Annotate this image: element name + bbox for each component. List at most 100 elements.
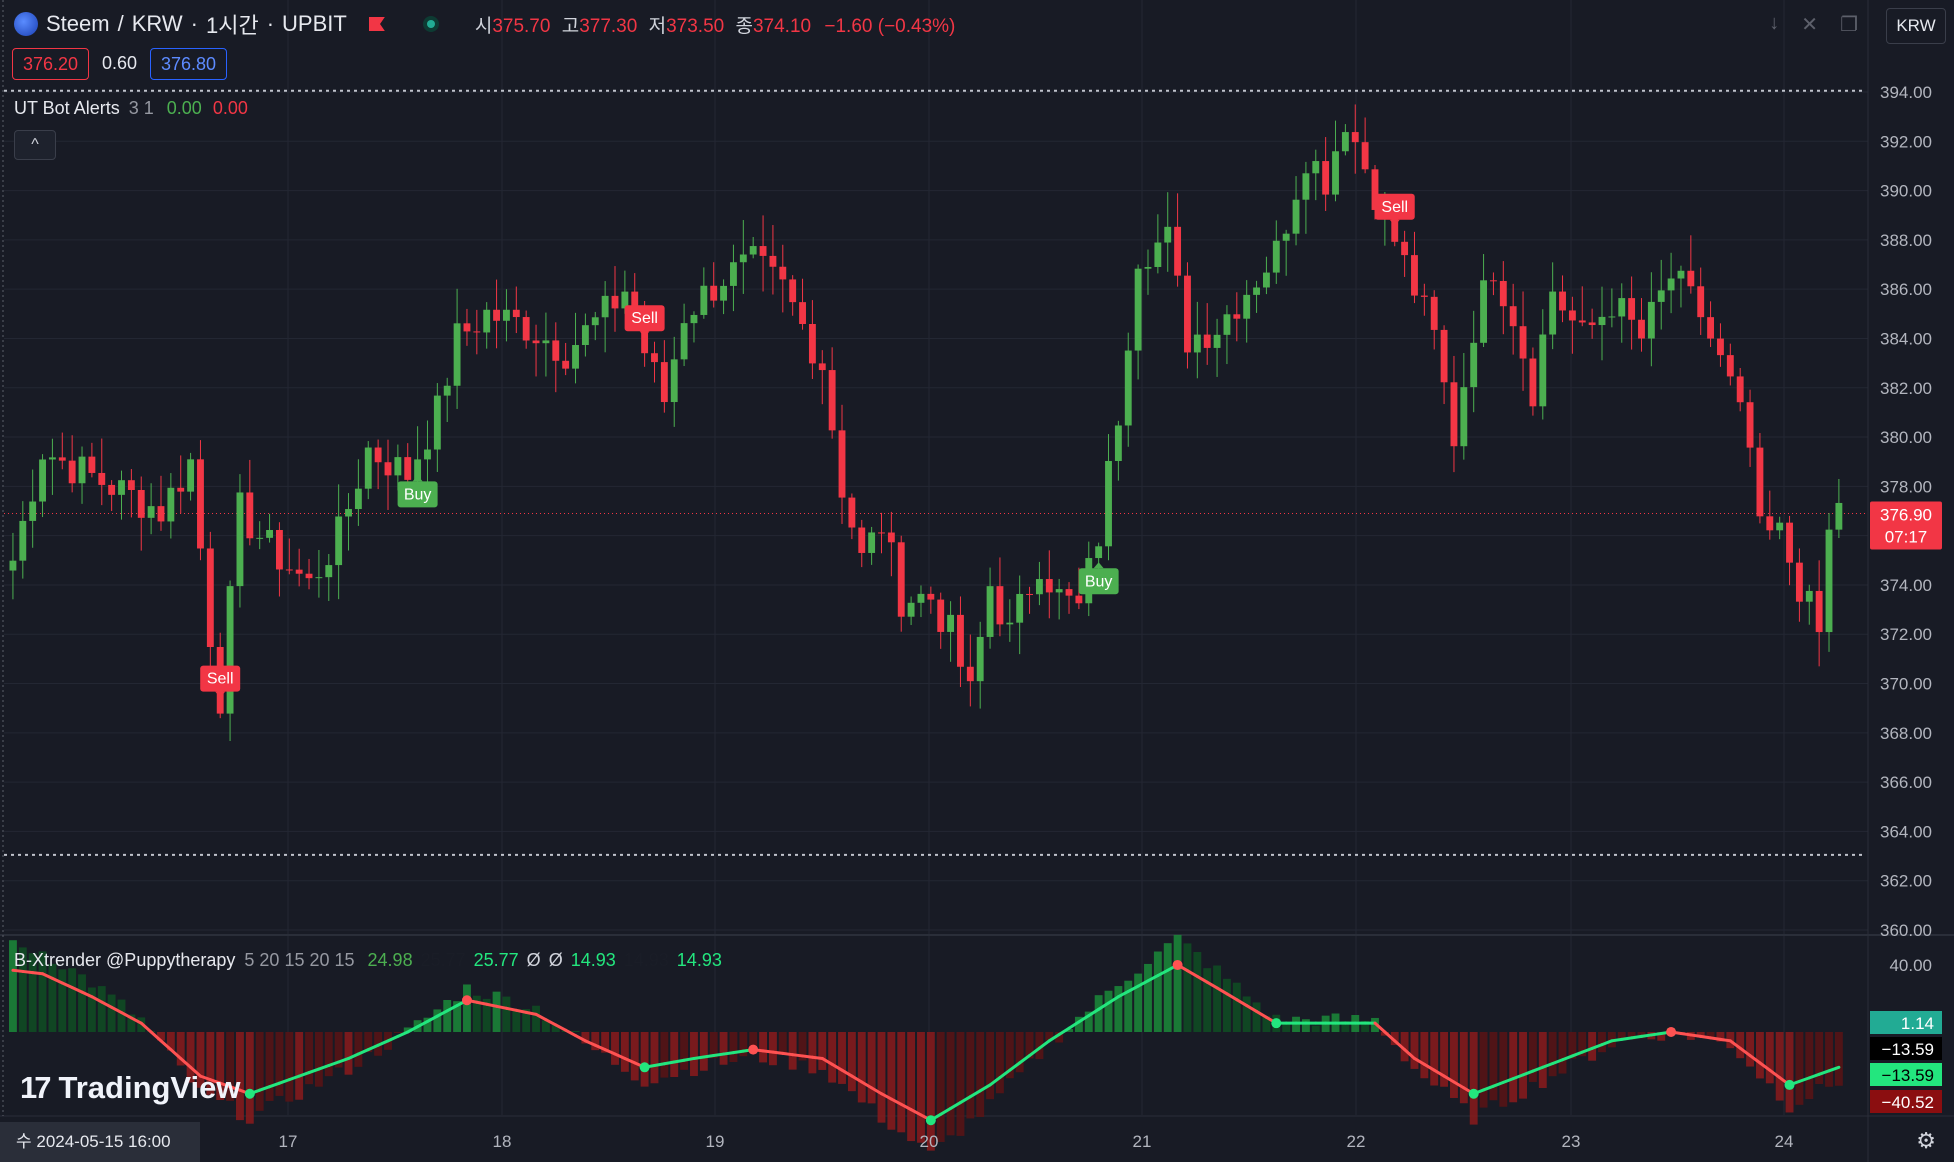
candle: [1440, 325, 1448, 405]
histogram-bar: [719, 1032, 728, 1065]
sell-signal[interactable]: Sell: [200, 665, 241, 698]
candle: [384, 439, 392, 510]
candle: [1193, 301, 1201, 379]
price-axis-label: 386.00: [1880, 280, 1932, 299]
candle: [670, 336, 678, 427]
interval[interactable]: 1시간: [205, 13, 259, 38]
candle: [1805, 584, 1813, 625]
histogram-bar: [1055, 1032, 1064, 1043]
close-icon[interactable]: ✕: [1801, 14, 1819, 36]
bx-value: 24.98: [367, 950, 413, 970]
candle: [680, 303, 688, 367]
histogram-bar: [532, 1005, 540, 1032]
osc-value-tag: [1870, 1011, 1942, 1034]
candle: [463, 308, 471, 346]
histogram-bar: [1765, 1032, 1774, 1084]
candle: [98, 438, 106, 506]
price-axis-label: 384.00: [1880, 329, 1932, 348]
settings-gear-icon[interactable]: ⚙: [1916, 1128, 1936, 1153]
histogram-bar: [1538, 1032, 1547, 1088]
bid-price[interactable]: 376.20: [12, 48, 90, 80]
candle: [1282, 229, 1290, 276]
symbol-header[interactable]: Steem / KRW · 1시간 · UPBIT 시375.70 고377.3…: [14, 8, 955, 40]
histogram-bar: [759, 1032, 767, 1063]
candle: [1430, 290, 1438, 350]
histogram-bar: [788, 1032, 797, 1070]
sell-signal[interactable]: Sell: [624, 305, 665, 338]
histogram-bar: [1301, 1019, 1310, 1032]
histogram-bar: [1035, 1032, 1044, 1060]
candle: [552, 322, 560, 393]
candle: [660, 340, 668, 413]
flag-icon[interactable]: [368, 17, 385, 31]
candle: [157, 475, 165, 531]
candle: [88, 442, 96, 478]
candle: [621, 270, 629, 314]
histogram-bar: [551, 1024, 560, 1032]
candle: [1490, 272, 1497, 296]
histogram-bar: [97, 986, 106, 1032]
bx-signal-line: [11, 959, 1841, 1126]
arrow-down-icon[interactable]: ↓: [1769, 12, 1780, 34]
candle: [581, 313, 589, 357]
candle: [295, 548, 303, 587]
histogram-bar: [966, 1032, 975, 1119]
collapse-legend-button[interactable]: ^: [14, 130, 56, 160]
ut-bot-legend[interactable]: UT Bot Alerts 3 1 0.00 0.00: [14, 98, 248, 118]
price-axis-label: 388.00: [1880, 231, 1932, 250]
maximize-icon[interactable]: ❐: [1840, 14, 1858, 36]
histogram-bar: [1716, 1032, 1725, 1042]
histogram-bar: [630, 1032, 639, 1081]
histogram-bar: [1519, 1032, 1527, 1099]
histogram-bar: [443, 1000, 452, 1032]
candle: [1697, 267, 1705, 335]
candle: [1055, 578, 1063, 620]
histogram-bar: [1341, 1021, 1350, 1032]
price-axis-label: 374.00: [1880, 576, 1932, 595]
histogram-bar: [1509, 1032, 1518, 1103]
histogram-bar: [9, 940, 17, 1032]
histogram-bar: [1144, 963, 1152, 1032]
buy-signal[interactable]: Buy: [1078, 562, 1119, 595]
time-axis-label: 20: [920, 1132, 939, 1151]
candle: [473, 309, 481, 355]
histogram-bar: [482, 998, 491, 1032]
candle: [1509, 283, 1517, 355]
histogram-bar: [660, 1032, 669, 1078]
candle: [345, 493, 352, 551]
histogram-bar: [1825, 1032, 1833, 1087]
histogram-bar: [1361, 1020, 1370, 1032]
bx-legend[interactable]: B-Xtrender @Puppytherapy 5 20 15 20 15 2…: [14, 950, 722, 970]
candle: [256, 521, 264, 550]
candle: [1786, 515, 1793, 586]
candle: [1302, 161, 1310, 234]
turning-point-dot: [1172, 959, 1183, 970]
candle: [1045, 550, 1053, 619]
ask-price[interactable]: 376.80: [150, 48, 228, 80]
symbol-name[interactable]: Steem: [46, 11, 110, 36]
histogram-bar: [1242, 996, 1251, 1032]
histogram-bar: [245, 1032, 254, 1124]
candle: [187, 452, 195, 501]
currency-button[interactable]: KRW: [1886, 8, 1946, 44]
candle: [1184, 262, 1191, 369]
histogram-bar: [956, 1032, 965, 1136]
current-price-value: 376.90: [1880, 505, 1932, 524]
candle: [1351, 104, 1359, 174]
histogram-bar: [1499, 1032, 1508, 1107]
histogram-bar: [1005, 1032, 1014, 1079]
candle: [1341, 124, 1349, 156]
candle: [1361, 117, 1369, 174]
histogram-bar: [1213, 965, 1222, 1032]
histogram-bar: [492, 991, 501, 1032]
histogram-bar: [275, 1032, 284, 1096]
histogram-bar: [1834, 1032, 1843, 1086]
histogram-bar: [838, 1032, 846, 1084]
buy-signal[interactable]: Buy: [397, 475, 438, 508]
histogram-bar: [1153, 951, 1162, 1032]
candle: [1124, 332, 1132, 447]
histogram-bar: [512, 1009, 521, 1032]
candle: [305, 558, 313, 590]
sell-signal[interactable]: Sell: [1374, 193, 1415, 226]
